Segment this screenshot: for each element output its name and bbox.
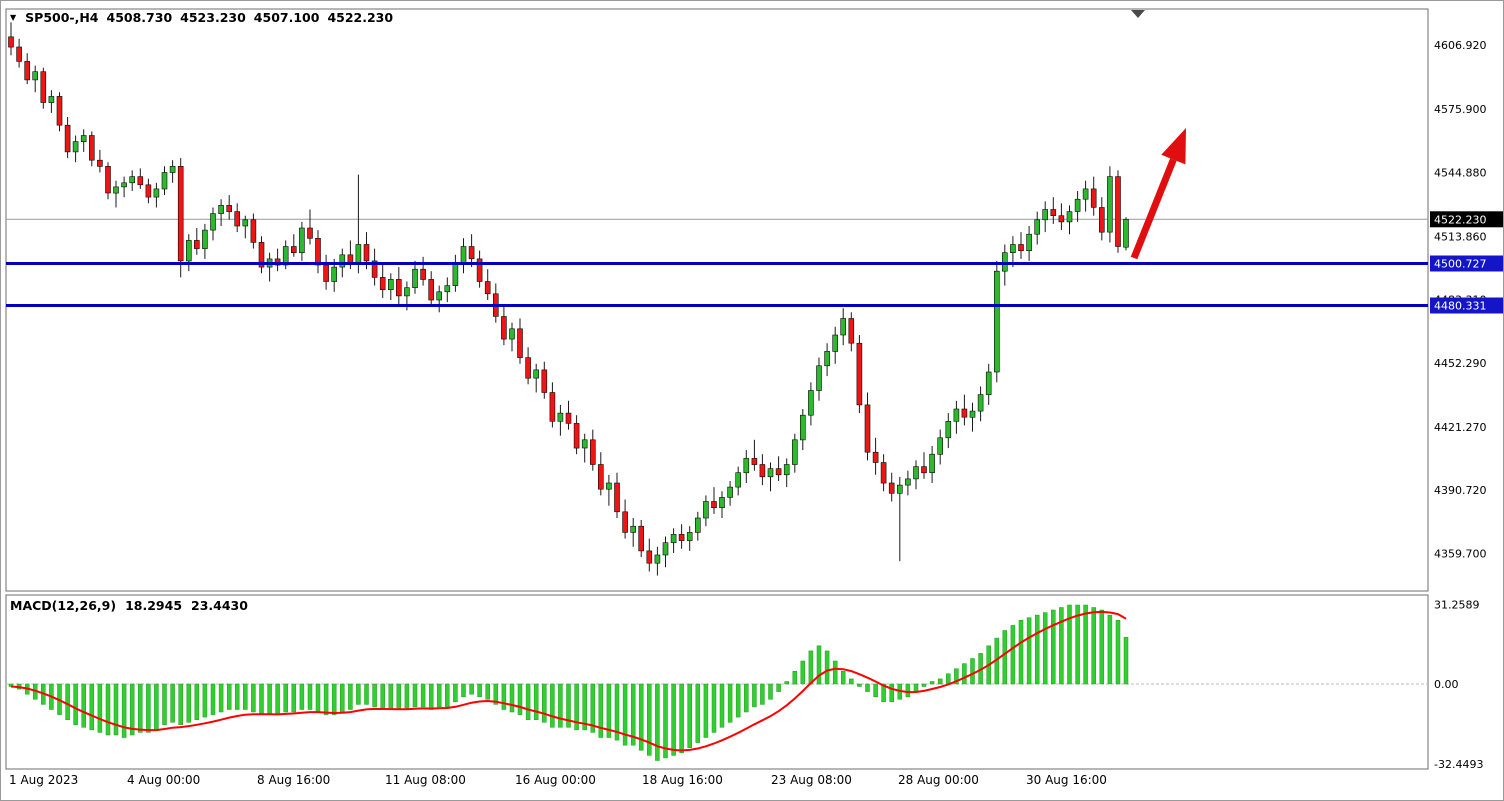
open-value: 4508.730 <box>106 10 173 25</box>
trend-arrow[interactable] <box>1130 128 1186 260</box>
pane-frames <box>5 8 1429 770</box>
price-axis[interactable]: 4606.9204575.9004544.8804513.8604483.310… <box>1430 39 1503 561</box>
price-badge-current-price <box>1430 211 1503 228</box>
macd-axis-label: -32.4493 <box>1434 758 1483 771</box>
time-axis-label: 8 Aug 16:00 <box>257 773 330 787</box>
high-value: 4523.230 <box>180 10 246 25</box>
price-badge-level-line <box>1430 297 1503 314</box>
price-axis-label: 4421.270 <box>1434 421 1487 434</box>
time-axis-label: 30 Aug 16:00 <box>1026 773 1107 787</box>
macd-signal-value: 23.4430 <box>191 598 248 613</box>
candlesticks-layer[interactable] <box>8 22 1129 576</box>
time-axis-label: 23 Aug 08:00 <box>771 773 852 787</box>
macd-histogram-layer[interactable] <box>8 604 1129 761</box>
macd-axis-label: 31.2589 <box>1434 598 1480 611</box>
time-axis[interactable]: 1 Aug 2023 4 Aug 00:00 8 Aug 16:00 11 Aug 0… <box>9 773 1107 787</box>
time-axis-label: 4 Aug 00:00 <box>127 773 200 787</box>
macd-indicator-label: MACD(12,26,9) <box>10 598 117 613</box>
time-axis-label: 11 Aug 08:00 <box>385 773 466 787</box>
time-axis-label: 28 Aug 00:00 <box>898 773 979 787</box>
chart-header: ▼ SP500-,H4 4508.730 4523.230 4507.100 4… <box>10 10 393 25</box>
macd-header: MACD(12,26,9) 18.2945 23.4430 <box>10 598 248 613</box>
price-axis-label: 4575.900 <box>1434 103 1487 116</box>
price-badge-label: 4522.230 <box>1434 213 1487 226</box>
price-badge-label: 4500.727 <box>1434 258 1487 271</box>
low-value: 4507.100 <box>253 10 320 25</box>
price-axis-label: 4390.720 <box>1434 484 1487 497</box>
price-axis-label: 4452.290 <box>1434 357 1487 370</box>
price-axis-label: 4359.700 <box>1434 548 1487 561</box>
price-axis-label: 4544.880 <box>1434 167 1487 180</box>
time-axis-label: 18 Aug 16:00 <box>642 773 723 787</box>
price-axis-label: 4606.920 <box>1434 39 1487 52</box>
price-axis-label: 4513.860 <box>1434 231 1487 244</box>
price-badge-label: 4480.331 <box>1434 300 1487 313</box>
macd-signal-line[interactable] <box>10 610 1127 752</box>
symbol-marker-icon: ▼ <box>10 12 17 22</box>
macd-main-value: 18.2945 <box>125 598 183 613</box>
close-value: 4522.230 <box>327 10 394 25</box>
price-badge-level-line <box>1430 255 1503 272</box>
time-axis-label: 16 Aug 00:00 <box>515 773 596 787</box>
time-axis-label: 1 Aug 2023 <box>9 773 78 787</box>
macd-axis[interactable]: 31.2589 0.00 -32.4493 <box>1434 598 1483 771</box>
chart-shift-marker-icon[interactable] <box>1131 10 1145 18</box>
macd-axis-label: 0.00 <box>1434 678 1459 691</box>
symbol-period-label: SP500-,H4 <box>25 10 99 25</box>
